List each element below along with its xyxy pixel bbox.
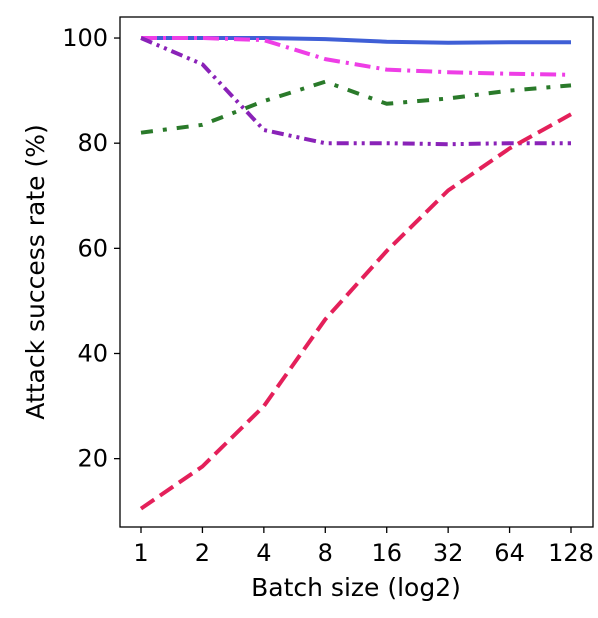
x-tick-label: 32: [433, 539, 464, 567]
x-tick-label: 1: [133, 539, 148, 567]
x-axis-label: Batch size (log2): [251, 573, 461, 602]
x-tick-label: 4: [256, 539, 271, 567]
series-line-2: [141, 36, 572, 77]
series-line-5: [139, 112, 572, 511]
y-tick-label: 40: [77, 339, 108, 367]
y-tick-label: 20: [77, 445, 108, 473]
plot-frame: [119, 16, 594, 528]
y-tick-label: 100: [62, 24, 108, 52]
series-line-3: [140, 79, 572, 135]
x-tick-label: 2: [195, 539, 210, 567]
series-layer: [139, 36, 572, 511]
y-tick-label: 80: [77, 129, 108, 157]
x-tick-label: 128: [548, 539, 594, 567]
series-line-4: [140, 36, 571, 147]
x-tick-label: 64: [494, 539, 525, 567]
axes-layer: 1 2 4 8 16 32 64 128 20 40 60 80 100: [62, 24, 594, 567]
y-tick-label: 60: [77, 234, 108, 262]
x-tick-label: 16: [371, 539, 402, 567]
y-axis-label: Attack success rate (%): [21, 124, 50, 419]
x-tick-label: 8: [318, 539, 333, 567]
